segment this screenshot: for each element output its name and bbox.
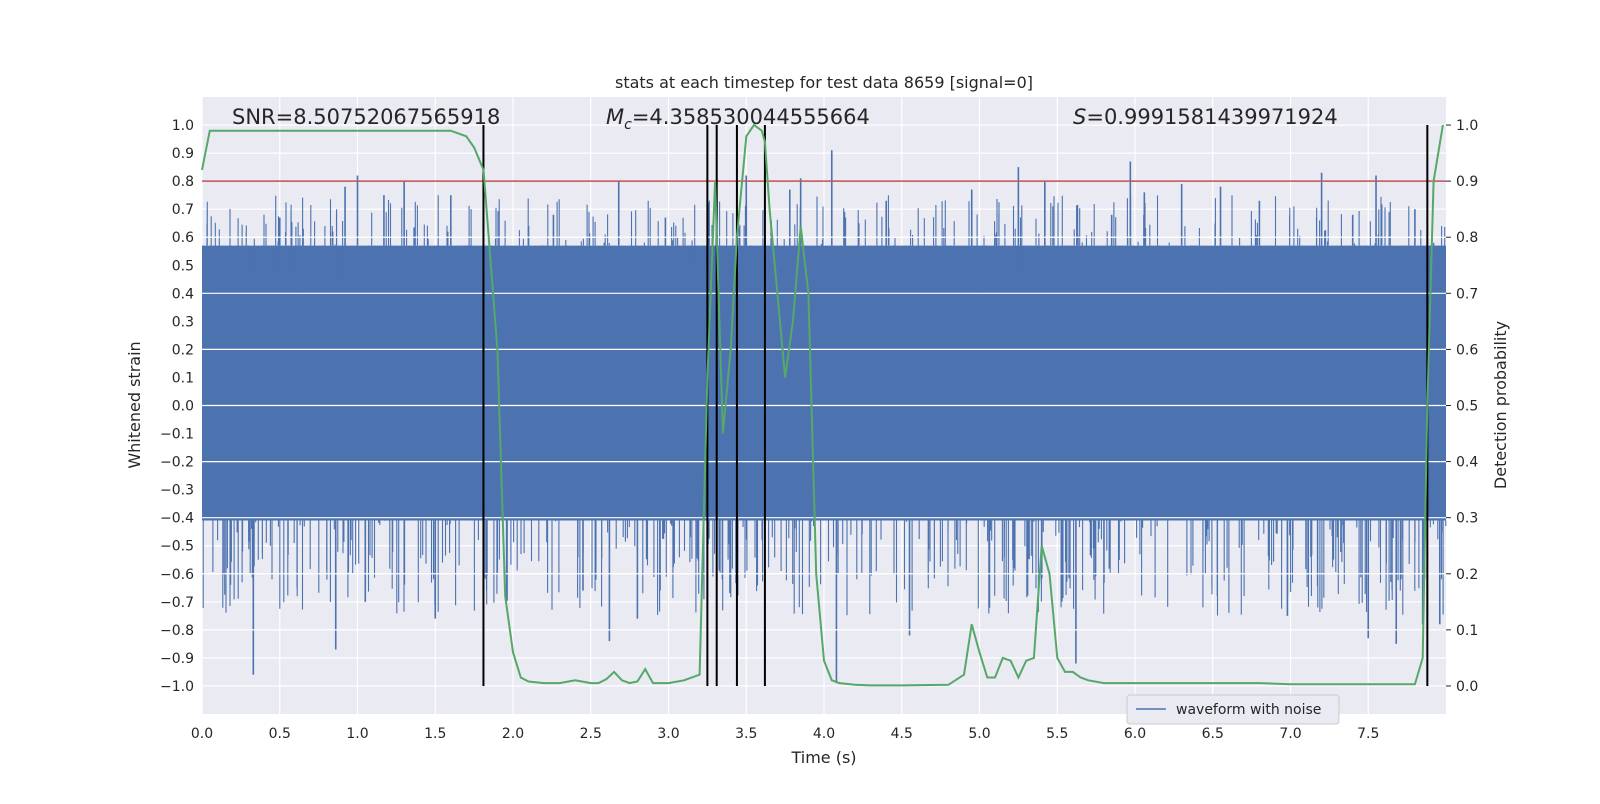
y-left-tick-label: −0.5: [160, 539, 194, 555]
snr-annotation: SNR=8.50752067565918: [232, 105, 500, 129]
x-tick-label: 5.5: [1046, 726, 1068, 742]
y-right-tick-label: 0.9: [1456, 174, 1478, 190]
y-left-tick-label: −0.2: [160, 455, 194, 471]
x-tick-label: 1.0: [346, 726, 368, 742]
score-annotation: S=0.9991581439971924: [1073, 105, 1338, 129]
waveform-series: [202, 150, 1447, 684]
s-symbol: S: [1073, 105, 1086, 129]
x-tick-label: 4.0: [813, 726, 835, 742]
x-tick-label: 4.5: [891, 726, 913, 742]
y-left-tick-label: 0.6: [172, 230, 194, 246]
y-right-tick-label: 0.8: [1456, 230, 1478, 246]
y-left-axis-label: Whitened strain: [125, 341, 144, 468]
y-left-tick-label: 0.8: [172, 174, 194, 190]
x-tick-label: 7.5: [1357, 726, 1379, 742]
y-left-tick-label: −0.8: [160, 623, 194, 639]
chirp-mass-annotation: Mc=4.358530044555664: [606, 105, 870, 133]
y-left-tick-label: −0.9: [160, 651, 194, 667]
mc-symbol: M: [606, 105, 624, 129]
x-tick-label: 6.5: [1202, 726, 1224, 742]
y-left-tick-label: 0.2: [172, 342, 194, 358]
y-left-tick-label: 0.0: [172, 399, 194, 415]
x-tick-label: 5.0: [968, 726, 990, 742]
s-value: =0.9991581439971924: [1086, 105, 1337, 129]
x-tick-label: 6.0: [1124, 726, 1146, 742]
y-left-tick-label: −0.4: [160, 511, 194, 527]
mc-value: =4.358530044555664: [632, 105, 870, 129]
waveform-noise-trace: [202, 195, 1447, 616]
y-left-tick-label: 0.4: [172, 286, 194, 302]
legend-label: waveform with noise: [1176, 702, 1321, 718]
detection-probability-line: [201, 123, 1444, 687]
chart-title: stats at each timestep for test data 865…: [615, 73, 1033, 92]
x-tick-labels: 0.0 0.5 1.0 1.5 2.0 2.5 3.0 3.5 4.0 4.5 5.0 5.5 6.0 6…: [191, 726, 1380, 742]
x-tick-label: 1.5: [424, 726, 446, 742]
y-right-axis-label: Detection probability: [1491, 321, 1510, 489]
y-left-tick-label: −1.0: [160, 679, 194, 695]
x-tick-label: 2.5: [580, 726, 602, 742]
waveform-noise-band: [202, 245, 1446, 521]
legend-box: [1126, 694, 1340, 725]
y-left-tick-label: −0.6: [160, 567, 194, 583]
y-left-tick-labels: 1.0 0.9 0.8 0.7 0.6 0.5 0.4 0.3 0.2 0.1 0.0 −0.1 −0.…: [160, 118, 194, 695]
x-tick-label: 3.5: [735, 726, 757, 742]
y-right-tick-label: 0.3: [1456, 511, 1478, 527]
x-tick-label: 7.0: [1279, 726, 1301, 742]
y-left-tick-label: 0.1: [172, 370, 194, 386]
y-left-tick-label: 0.5: [172, 258, 194, 274]
x-tick-label: 3.0: [657, 726, 679, 742]
y-right-tick-label: 0.5: [1456, 399, 1478, 415]
legend: waveform with noise: [1126, 694, 1340, 725]
y-left-tick-label: −0.7: [160, 595, 194, 611]
y-right-tick-label: 0.6: [1456, 342, 1478, 358]
x-axis-label: Time (s): [790, 748, 856, 767]
y-right-tick-label: 0.1: [1456, 623, 1478, 639]
y-right-tick-label: 0.2: [1456, 567, 1478, 583]
y-left-tick-label: 0.3: [172, 314, 194, 330]
y-left-tick-label: 0.7: [172, 202, 194, 218]
y-right-tick-label: 0.0: [1456, 679, 1478, 695]
mc-subscript: c: [624, 117, 632, 133]
y-left-tick-label: −0.1: [160, 427, 194, 443]
detection-probability-series: [201, 123, 1444, 687]
y-right-tick-label: 0.7: [1456, 286, 1478, 302]
y-left-tick-label: 0.9: [172, 146, 194, 162]
x-tick-label: 0.0: [191, 726, 213, 742]
y-right-tick-label: 0.4: [1456, 455, 1478, 471]
x-tick-label: 2.0: [502, 726, 524, 742]
y-right-tick-labels: 1.0 0.9 0.8 0.7 0.6 0.5 0.4 0.3 0.2 0.1 0.0: [1446, 118, 1478, 695]
x-tick-label: 0.5: [269, 726, 291, 742]
y-right-tick-label: 1.0: [1456, 118, 1478, 134]
y-left-tick-label: 1.0: [172, 118, 194, 134]
y-left-tick-label: −0.3: [160, 483, 194, 499]
